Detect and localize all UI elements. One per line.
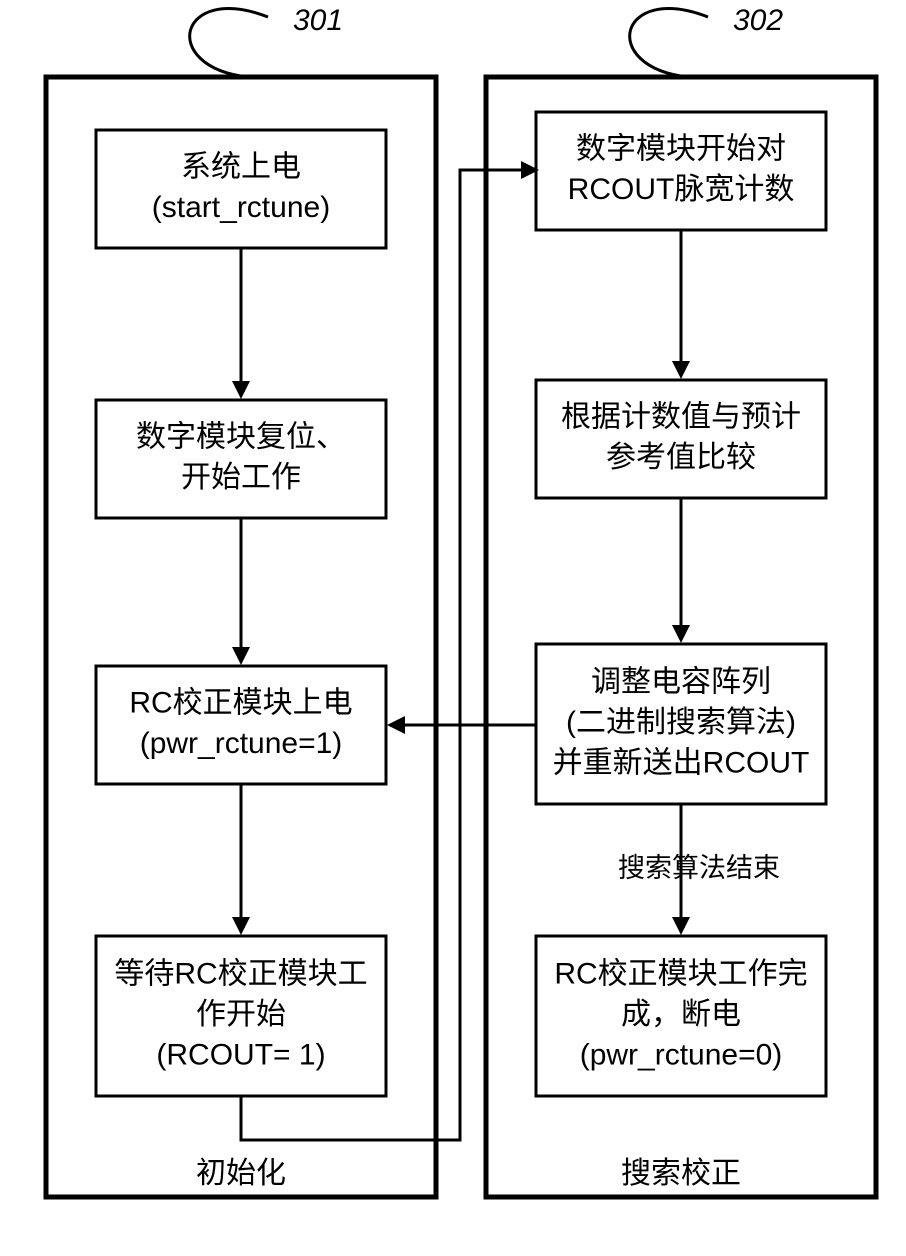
box-r1 — [536, 112, 826, 230]
box-l3 — [96, 666, 386, 784]
box-l2-line-1: 开始工作 — [181, 461, 301, 494]
panel-left-label: 初始化 — [196, 1157, 286, 1190]
box-r3-line-1: (二进制搜索算法) — [566, 706, 796, 739]
box-r2-line-1: 参考值比较 — [606, 441, 756, 474]
box-r4-line-0: RC校正模块工作完 — [554, 957, 807, 990]
box-l1-line-0: 系统上电 — [181, 151, 301, 184]
box-r2-line-0: 根据计数值与预计 — [561, 401, 801, 434]
box-r1-line-1: RCOUT脉宽计数 — [568, 173, 795, 206]
box-l1-line-1: (start_rctune) — [152, 191, 330, 224]
box-l3-line-1: (pwr_rctune=1) — [140, 727, 343, 760]
box-l4-line-2: (RCOUT= 1) — [156, 1038, 325, 1071]
panel-left-tag: 301 — [293, 4, 343, 37]
box-r4-line-2: (pwr_rctune=0) — [580, 1038, 783, 1071]
box-r3-line-0: 调整电容阵列 — [591, 665, 771, 698]
box-r2 — [536, 380, 826, 498]
box-l2 — [96, 400, 386, 518]
box-l4-line-0: 等待RC校正模块工 — [114, 957, 367, 990]
arrow-r3_r4-label: 搜索算法结束 — [618, 853, 780, 883]
panel-right-tag: 302 — [733, 4, 783, 37]
box-r3-line-2: 并重新送出RCOUT — [553, 746, 810, 779]
box-l4-line-1: 作开始 — [196, 998, 286, 1031]
box-r1-line-0: 数字模块开始对 — [576, 133, 786, 166]
box-l3-line-0: RC校正模块上电 — [129, 687, 352, 720]
box-r4-line-1: 成，断电 — [621, 998, 741, 1031]
box-l2-line-0: 数字模块复位、 — [136, 421, 346, 454]
box-l1 — [96, 130, 386, 248]
panel-right-label: 搜索校正 — [621, 1157, 741, 1190]
